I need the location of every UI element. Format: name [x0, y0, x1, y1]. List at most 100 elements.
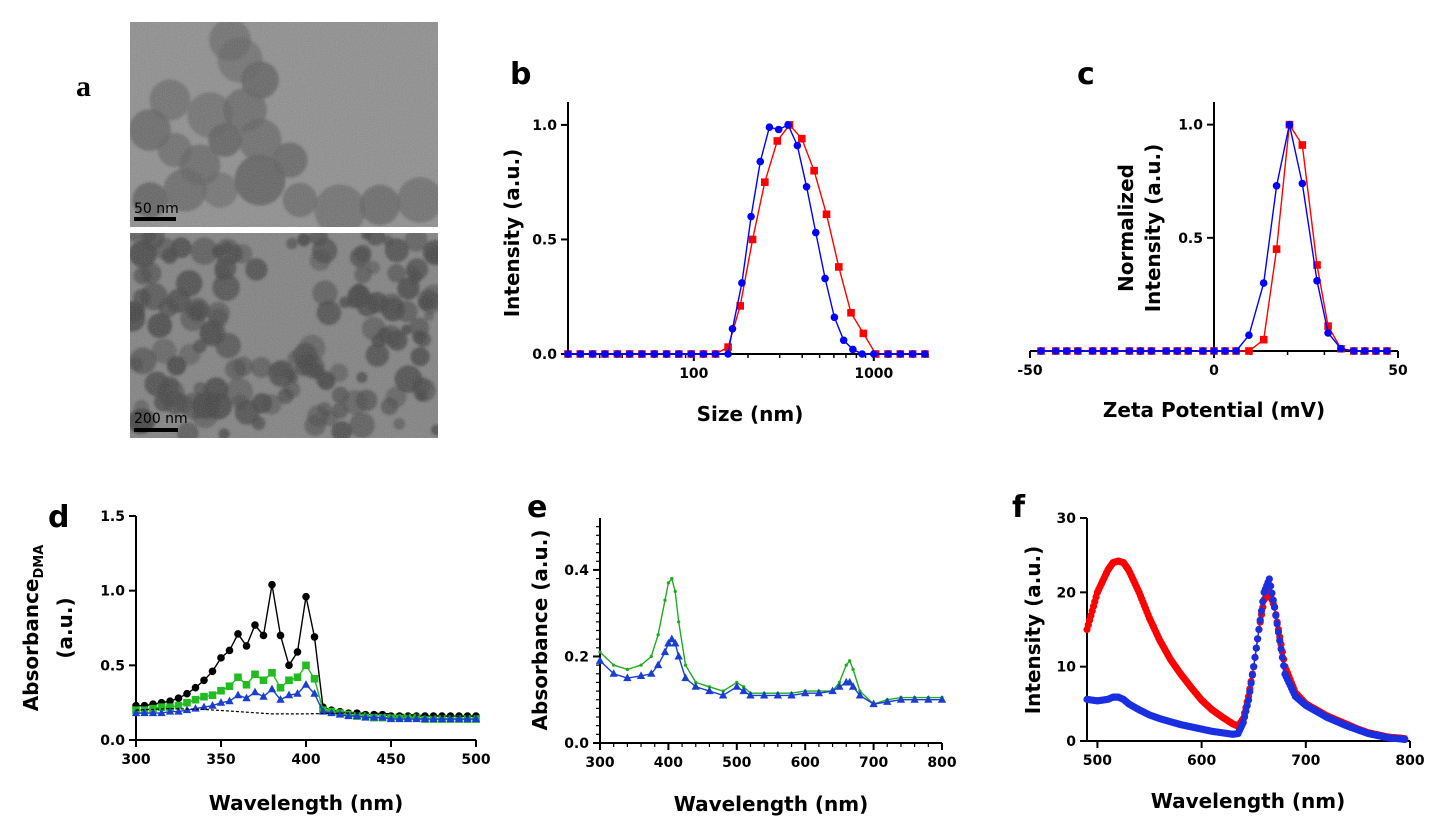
- data-point: [191, 683, 200, 692]
- x-tick-label: 0: [1209, 363, 1219, 379]
- data-point: [1242, 707, 1250, 715]
- chart-e-absorbance: 300 400 500 600 700 800 0.0 0.2 0.4 Wavelength (n…: [528, 518, 957, 816]
- data-point: [1239, 718, 1247, 727]
- data-point: [234, 630, 242, 638]
- data-point: [638, 350, 646, 358]
- x-tick-label: 450: [376, 752, 405, 768]
- data-point: [662, 350, 671, 358]
- data-point: [884, 350, 892, 358]
- data-point: [859, 329, 868, 338]
- series-1: [1037, 120, 1391, 355]
- data-point: [883, 697, 892, 705]
- panel-letter-a: a: [76, 70, 91, 103]
- data-point: [420, 714, 430, 723]
- data-point: [361, 713, 370, 721]
- data-point: [310, 689, 319, 697]
- data-point: [746, 690, 755, 699]
- data-point: [157, 708, 166, 717]
- data-point: [691, 682, 700, 690]
- data-point: [835, 682, 844, 690]
- data-point: [1248, 671, 1257, 679]
- data-point: [1240, 713, 1249, 721]
- panel-letter-b: b: [510, 57, 531, 92]
- data-point: [131, 708, 141, 717]
- data-point: [921, 350, 929, 358]
- data-point: [761, 178, 769, 186]
- data-point: [1250, 663, 1258, 671]
- data-point: [1272, 245, 1281, 253]
- data-point: [293, 648, 302, 656]
- data-point: [200, 692, 208, 701]
- y-axis-title-subscript: DMA: [32, 545, 47, 579]
- data-point: [1372, 347, 1380, 355]
- data-point: [259, 676, 268, 685]
- data-point: [649, 654, 653, 659]
- data-point: [386, 714, 396, 723]
- data-point: [623, 673, 632, 682]
- data-point: [759, 690, 769, 699]
- data-point: [1245, 347, 1253, 355]
- data-point: [718, 690, 728, 699]
- y-axis-title: Absorbance (a.u.): [528, 530, 552, 731]
- data-point: [870, 350, 878, 358]
- data-point: [233, 690, 243, 699]
- data-point: [765, 123, 774, 131]
- data-point: [200, 676, 208, 685]
- data-point: [165, 707, 175, 715]
- data-point: [736, 302, 744, 310]
- data-point: [681, 673, 690, 682]
- data-point: [1162, 347, 1170, 355]
- data-point: [1147, 347, 1156, 355]
- x-tick-label: 350: [206, 752, 235, 768]
- y-tick-label: 0.5: [100, 658, 125, 674]
- data-point: [732, 682, 741, 690]
- data-point: [463, 714, 472, 723]
- data-point: [267, 684, 277, 693]
- data-point: [1259, 598, 1267, 606]
- data-point: [183, 689, 191, 698]
- x-tick-label: 800: [927, 755, 956, 771]
- data-point: [1199, 347, 1207, 355]
- data-point: [848, 659, 852, 663]
- data-point: [855, 690, 865, 699]
- panel-letter-f: f: [1012, 490, 1026, 525]
- data-point: [1252, 644, 1260, 652]
- data-point: [1221, 347, 1229, 355]
- x-tick-label: 100: [679, 366, 708, 382]
- data-point: [174, 701, 183, 710]
- data-point: [1246, 688, 1254, 696]
- panel-letter-c: c: [1077, 57, 1095, 92]
- data-point: [588, 350, 597, 358]
- data-point: [1401, 735, 1409, 744]
- y-tick-label: 1.0: [100, 584, 125, 600]
- data-point: [1251, 653, 1259, 661]
- data-point: [1088, 347, 1097, 355]
- data-point: [1244, 696, 1253, 704]
- data-point: [1280, 662, 1288, 670]
- data-point: [1265, 575, 1273, 583]
- data-point: [647, 669, 656, 677]
- data-point: [327, 708, 336, 717]
- data-point: [663, 598, 667, 602]
- series-3: [135, 707, 476, 717]
- x-axis-title: Wavelength (nm): [1151, 789, 1346, 813]
- data-point: [639, 663, 643, 667]
- tem-image-top: [130, 22, 438, 227]
- data-point: [1269, 596, 1277, 604]
- data-point: [656, 633, 660, 637]
- data-point: [378, 713, 387, 721]
- data-point: [609, 669, 618, 677]
- data-point: [318, 707, 328, 715]
- x-tick-label: 800: [1395, 753, 1424, 769]
- data-point: [310, 674, 319, 683]
- data-point: [1037, 347, 1045, 355]
- x-tick-label: 400: [654, 755, 683, 771]
- data-point: [1350, 347, 1358, 355]
- data-point: [802, 182, 811, 191]
- data-point: [653, 660, 663, 669]
- data-point: [242, 642, 251, 650]
- data-point: [738, 279, 746, 287]
- data-point: [403, 714, 413, 723]
- data-point: [284, 690, 294, 699]
- data-point: [1210, 347, 1218, 355]
